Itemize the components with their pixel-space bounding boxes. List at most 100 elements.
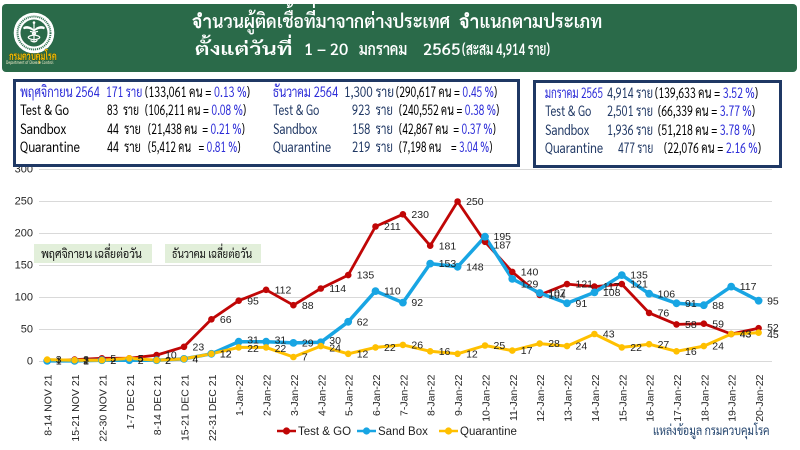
svg-text:230: 230 — [411, 209, 429, 221]
svg-text:16-Jan-22: 16-Jan-22 — [645, 374, 657, 421]
svg-text:112: 112 — [275, 284, 292, 296]
svg-text:187: 187 — [494, 240, 512, 252]
svg-text:3-Jan-22: 3-Jan-22 — [289, 374, 301, 416]
svg-text:2: 2 — [110, 355, 116, 367]
svg-text:7: 7 — [302, 352, 308, 364]
svg-text:31: 31 — [247, 334, 259, 346]
svg-text:22: 22 — [247, 343, 259, 355]
svg-text:5: 5 — [110, 353, 116, 365]
svg-text:3: 3 — [83, 354, 89, 366]
svg-text:12: 12 — [220, 348, 232, 360]
svg-text:13-Jan-22: 13-Jan-22 — [563, 374, 575, 421]
svg-text:5-Jan-22: 5-Jan-22 — [344, 374, 356, 416]
svg-text:117: 117 — [603, 281, 620, 293]
svg-text:91: 91 — [685, 298, 697, 310]
svg-text:1-Jan-22: 1-Jan-22 — [234, 374, 246, 416]
svg-text:5: 5 — [138, 353, 144, 365]
svg-text:27: 27 — [658, 339, 670, 351]
svg-text:250: 250 — [466, 196, 484, 208]
svg-text:8-Jan-22: 8-Jan-22 — [426, 374, 438, 416]
svg-text:19-Jan-22: 19-Jan-22 — [727, 374, 739, 421]
svg-text:28: 28 — [548, 338, 560, 350]
svg-text:26: 26 — [411, 340, 423, 352]
svg-text:2: 2 — [110, 355, 116, 367]
svg-text:10-Jan-22: 10-Jan-22 — [481, 374, 493, 421]
svg-text:114: 114 — [329, 283, 346, 295]
svg-text:2: 2 — [165, 355, 171, 367]
svg-text:2-Jan-22: 2-Jan-22 — [262, 374, 274, 416]
svg-text:15-21 NOV 21: 15-21 NOV 21 — [70, 374, 82, 441]
svg-text:121: 121 — [630, 279, 648, 291]
svg-text:2: 2 — [165, 355, 171, 367]
svg-text:200: 200 — [15, 227, 33, 239]
svg-text:195: 195 — [494, 231, 512, 243]
svg-text:17: 17 — [521, 345, 533, 357]
svg-text:6-Jan-22: 6-Jan-22 — [371, 374, 383, 416]
svg-text:95: 95 — [767, 295, 779, 307]
svg-text:22: 22 — [275, 343, 287, 355]
svg-text:29: 29 — [302, 338, 314, 350]
svg-text:12-Jan-22: 12-Jan-22 — [535, 374, 547, 421]
svg-text:12: 12 — [466, 348, 478, 360]
svg-text:129: 129 — [521, 279, 539, 291]
svg-text:153: 153 — [439, 258, 457, 270]
svg-text:45: 45 — [767, 329, 779, 341]
svg-text:14-Jan-22: 14-Jan-22 — [590, 374, 602, 421]
svg-text:5: 5 — [138, 353, 144, 365]
svg-text:0: 0 — [27, 355, 33, 367]
svg-text:2: 2 — [83, 355, 89, 367]
svg-text:4-Jan-22: 4-Jan-22 — [316, 374, 328, 416]
svg-text:43: 43 — [740, 329, 752, 341]
svg-text:11-Jan-22: 11-Jan-22 — [508, 374, 520, 421]
svg-text:250: 250 — [15, 195, 33, 207]
svg-text:135: 135 — [357, 270, 375, 282]
svg-text:43: 43 — [603, 329, 615, 341]
svg-text:Quarantine: Quarantine — [460, 426, 517, 438]
svg-text:88: 88 — [712, 300, 724, 312]
svg-text:1: 1 — [56, 356, 62, 368]
svg-text:18-Jan-22: 18-Jan-22 — [699, 374, 711, 421]
svg-text:30: 30 — [329, 335, 341, 347]
svg-text:66: 66 — [220, 314, 232, 326]
svg-text:150: 150 — [15, 259, 33, 271]
svg-text:211: 211 — [384, 221, 401, 233]
svg-text:100: 100 — [15, 291, 33, 303]
svg-text:76: 76 — [658, 308, 670, 320]
svg-text:8-14 NOV 21: 8-14 NOV 21 — [43, 374, 55, 435]
svg-text:50: 50 — [21, 323, 33, 335]
svg-text:58: 58 — [685, 319, 697, 331]
svg-text:7-Jan-22: 7-Jan-22 — [398, 374, 410, 416]
svg-text:95: 95 — [247, 295, 259, 307]
svg-text:3: 3 — [56, 354, 62, 366]
svg-text:Test & GO: Test & GO — [298, 426, 351, 438]
svg-text:16: 16 — [439, 346, 451, 358]
svg-text:43: 43 — [740, 329, 752, 341]
svg-text:88: 88 — [302, 300, 314, 312]
svg-text:181: 181 — [439, 240, 457, 252]
svg-text:15-Jan-22: 15-Jan-22 — [617, 374, 629, 421]
svg-text:22-31 DEC 21: 22-31 DEC 21 — [207, 374, 219, 441]
svg-text:24: 24 — [329, 343, 341, 355]
svg-text:1: 1 — [83, 356, 89, 368]
svg-text:24: 24 — [576, 341, 588, 353]
svg-text:107: 107 — [548, 288, 566, 300]
svg-text:62: 62 — [357, 316, 369, 328]
svg-text:1: 1 — [56, 356, 62, 368]
svg-text:104: 104 — [548, 290, 566, 302]
svg-text:91: 91 — [576, 298, 588, 310]
svg-text:1-7 DEC 21: 1-7 DEC 21 — [125, 374, 137, 429]
svg-text:8-14 DEC 21: 8-14 DEC 21 — [152, 374, 164, 435]
svg-text:10: 10 — [165, 350, 177, 362]
svg-text:16: 16 — [685, 346, 697, 358]
svg-text:2: 2 — [138, 355, 144, 367]
svg-text:22: 22 — [630, 342, 642, 354]
svg-text:117: 117 — [740, 281, 757, 293]
svg-text:52: 52 — [767, 322, 779, 334]
svg-text:59: 59 — [712, 318, 724, 330]
svg-text:23: 23 — [193, 341, 205, 353]
svg-text:108: 108 — [603, 287, 621, 299]
svg-text:31: 31 — [275, 334, 287, 346]
svg-text:22: 22 — [384, 342, 396, 354]
svg-text:92: 92 — [411, 297, 423, 309]
svg-text:17-Jan-22: 17-Jan-22 — [672, 374, 684, 421]
